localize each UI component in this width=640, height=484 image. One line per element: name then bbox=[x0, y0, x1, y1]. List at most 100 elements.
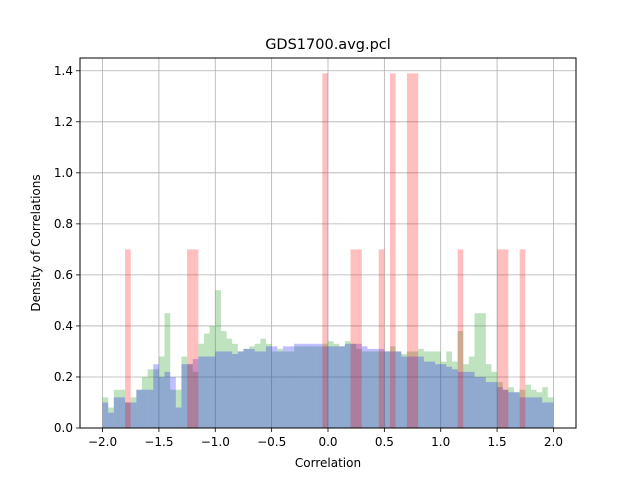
histogram-bar bbox=[153, 369, 159, 428]
histogram-bars bbox=[102, 73, 554, 428]
histogram-bar bbox=[125, 249, 131, 428]
histogram-bar bbox=[333, 346, 340, 428]
histogram-bar bbox=[508, 387, 514, 428]
histogram-bar bbox=[367, 348, 374, 428]
histogram-bar bbox=[491, 382, 498, 428]
histogram-bar bbox=[378, 348, 385, 428]
x-tick-label: 1.0 bbox=[431, 435, 450, 449]
histogram-bar bbox=[130, 402, 137, 428]
y-tick-label: 0.0 bbox=[54, 421, 73, 435]
histogram-bar bbox=[271, 351, 278, 428]
histogram-bar bbox=[547, 402, 554, 428]
histogram-bar bbox=[164, 371, 171, 428]
histogram-bar bbox=[412, 73, 419, 428]
histogram-bar bbox=[339, 346, 345, 428]
histogram-bar bbox=[530, 389, 537, 428]
histogram-bar bbox=[446, 366, 452, 428]
histogram-bar bbox=[423, 361, 430, 428]
histogram-bar bbox=[390, 73, 396, 428]
histogram-bar bbox=[125, 402, 131, 428]
histogram-bar bbox=[502, 249, 509, 428]
histogram-bar bbox=[254, 343, 261, 428]
histogram-bar bbox=[136, 389, 142, 428]
histogram-bar bbox=[271, 346, 278, 428]
x-axis-label: Correlation bbox=[295, 456, 361, 470]
histogram-bar bbox=[395, 351, 402, 428]
histogram-bar bbox=[401, 354, 407, 428]
histogram-bar bbox=[514, 392, 520, 428]
grid-lines bbox=[80, 58, 576, 429]
histogram-bar bbox=[294, 346, 300, 428]
histogram-bar bbox=[187, 364, 193, 428]
histogram-bar bbox=[361, 351, 368, 428]
histogram-bar bbox=[373, 348, 379, 428]
histogram-bar bbox=[378, 249, 385, 428]
histogram-bar bbox=[508, 392, 514, 428]
histogram-bar bbox=[215, 290, 221, 428]
histogram-bar bbox=[198, 356, 204, 428]
histogram-bar bbox=[412, 351, 419, 428]
histogram-bar bbox=[519, 249, 526, 428]
histogram-bar bbox=[480, 313, 486, 428]
histogram-bar bbox=[322, 343, 328, 428]
histogram-bar bbox=[452, 361, 458, 428]
histogram-bar bbox=[164, 313, 171, 428]
histogram-bar bbox=[457, 331, 464, 428]
histogram-bar bbox=[192, 359, 199, 428]
histogram-bar bbox=[328, 346, 334, 428]
y-tick-label: 1.2 bbox=[54, 115, 73, 129]
histogram-bar bbox=[367, 351, 374, 428]
histogram-bar bbox=[294, 343, 300, 428]
histogram-bar bbox=[192, 249, 199, 428]
histogram-bar bbox=[344, 341, 351, 428]
histogram-bar bbox=[249, 348, 255, 428]
histogram-bar bbox=[491, 371, 498, 428]
histogram-bar bbox=[378, 351, 385, 428]
histogram-bar bbox=[102, 402, 109, 428]
histogram-bar bbox=[440, 364, 447, 428]
histogram-bar bbox=[497, 382, 503, 428]
histogram-bar bbox=[547, 397, 554, 428]
series-0 bbox=[102, 290, 554, 428]
histogram-bar bbox=[187, 249, 193, 428]
histogram-bar bbox=[356, 348, 362, 428]
histogram-bar bbox=[406, 351, 413, 428]
x-tick-label: 2.0 bbox=[544, 435, 563, 449]
histogram-bar bbox=[497, 249, 503, 428]
histogram-bar bbox=[463, 364, 469, 428]
chart-title: GDS1700.avg.pcl bbox=[265, 37, 391, 53]
histogram-bar bbox=[350, 249, 357, 428]
histogram-bar bbox=[384, 351, 390, 428]
histogram-bar bbox=[142, 376, 148, 428]
histogram-bar bbox=[542, 387, 548, 428]
histogram-bar bbox=[232, 354, 238, 428]
x-tick-label: −2.0 bbox=[88, 435, 117, 449]
histogram-bar bbox=[316, 346, 323, 428]
y-tick-label: 0.8 bbox=[54, 217, 73, 231]
histogram-bar bbox=[204, 333, 210, 428]
histogram-bar bbox=[299, 343, 306, 428]
histogram-bar bbox=[344, 343, 351, 428]
histogram-bar bbox=[266, 343, 272, 428]
histogram-bar bbox=[237, 351, 244, 428]
histogram-bar bbox=[108, 412, 114, 428]
histogram-bar bbox=[260, 338, 266, 428]
histogram-bar bbox=[198, 343, 204, 428]
y-tick-label: 0.6 bbox=[54, 268, 73, 282]
histogram-bar bbox=[187, 364, 193, 428]
histogram-bar bbox=[153, 364, 159, 428]
histogram-bar bbox=[435, 351, 441, 428]
histogram-bar bbox=[181, 356, 188, 428]
histogram-bar bbox=[536, 392, 543, 428]
histogram-bar bbox=[373, 351, 379, 428]
histogram-bar bbox=[418, 348, 424, 428]
histogram-bar bbox=[322, 346, 328, 428]
histogram-bar bbox=[232, 343, 238, 428]
histogram-bar bbox=[468, 356, 475, 428]
histogram-bar bbox=[474, 376, 481, 428]
histogram-bar bbox=[254, 351, 261, 428]
y-tick-label: 0.4 bbox=[54, 319, 73, 333]
histogram-bar bbox=[119, 389, 126, 428]
histogram-bar bbox=[243, 348, 250, 428]
